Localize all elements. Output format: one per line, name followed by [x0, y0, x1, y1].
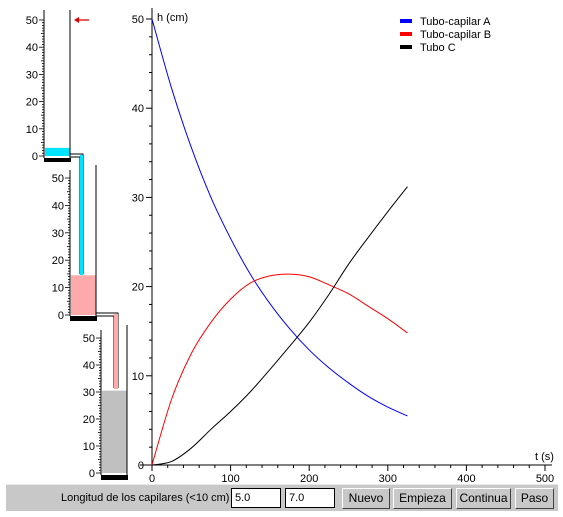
y-tick-label: 10 — [132, 371, 144, 383]
y-axis-label: h (cm) — [157, 12, 188, 24]
legend-label: Tubo C — [420, 42, 456, 54]
scale-label: 20 — [52, 255, 64, 267]
empieza-button[interactable]: Empieza — [393, 488, 452, 509]
simulation-canvas: 0 10 20 30 40 50 0 10 20 30 40 50 0 10 20 30 40 50 0 10 2… — [26, 8, 554, 484]
legend-swatch — [400, 19, 412, 23]
scale-label: 20 — [26, 97, 38, 109]
scale-label: 0 — [32, 151, 38, 163]
x-tick-label: 0 — [149, 473, 155, 484]
scale-label: 30 — [26, 69, 38, 81]
y-tick-label: 40 — [132, 103, 144, 115]
tube-c-base — [101, 475, 128, 480]
scale-label: 40 — [83, 360, 95, 372]
scale-label: 10 — [26, 124, 38, 136]
scale-label: 0 — [89, 468, 95, 480]
legend-label: Tubo-capilar B — [420, 29, 491, 41]
scale-label: 50 — [52, 173, 64, 185]
capillary-b-c-liquid — [114, 314, 118, 389]
scale-label: 10 — [52, 283, 64, 295]
scale-label: 40 — [26, 42, 38, 54]
y-tick-label: 20 — [132, 282, 144, 294]
tube-c-scale: 0 10 20 30 40 50 — [83, 333, 101, 480]
capillary-length-b-input[interactable] — [285, 488, 335, 508]
scale-label: 0 — [58, 310, 64, 322]
y-tick-label: 30 — [132, 192, 144, 204]
y-tick-label: 50 — [132, 14, 144, 26]
capillary-length-label: Longitud de los capilares (<10 cm) — [61, 492, 230, 504]
tube-a-scale: 0 10 20 30 40 50 — [26, 15, 44, 163]
series-line-3 — [151, 186, 408, 466]
y-tick-label: 0 — [138, 460, 144, 472]
tube-b-liquid — [71, 275, 96, 315]
x-axis-label: t (s) — [535, 451, 554, 463]
scale-label: 40 — [52, 200, 64, 212]
tube-a-base — [44, 158, 71, 162]
chart-series — [151, 18, 408, 466]
legend-swatch — [400, 45, 412, 49]
tube-c-liquid — [102, 390, 127, 473]
tube-a-liquid — [45, 147, 70, 156]
control-bar: Longitud de los capilares (<10 cm) Nuevo… — [6, 484, 558, 511]
scale-label: 50 — [83, 333, 95, 345]
x-tick-label: 500 — [536, 473, 554, 484]
capillary-b-c-inner — [96, 315, 115, 388]
capillary-length-a-input[interactable] — [231, 488, 281, 508]
tube-a: 0 10 20 30 40 50 — [26, 10, 89, 163]
scale-label: 20 — [83, 414, 95, 426]
tube-c: 0 10 20 30 40 50 — [83, 325, 128, 480]
level-arrow-icon — [74, 17, 89, 23]
series-line-2 — [151, 273, 408, 466]
scale-label: 30 — [83, 387, 95, 399]
capillary-a-b-inner — [70, 156, 81, 274]
x-tick-label: 200 — [300, 473, 318, 484]
capillary-a-b-liquid — [80, 155, 83, 275]
scale-label: 30 — [52, 228, 64, 240]
tubes-panel: 0 10 20 30 40 50 0 10 20 30 40 50 0 10 20 30 40 50 — [26, 10, 128, 480]
paso-button[interactable]: Paso — [515, 488, 554, 509]
continua-button[interactable]: Continua — [456, 488, 511, 509]
x-tick-label: 100 — [221, 473, 239, 484]
tube-b-scale: 0 10 20 30 40 50 — [52, 173, 70, 322]
nuevo-button[interactable]: Nuevo — [342, 488, 390, 509]
x-tick-label: 300 — [379, 473, 397, 484]
x-tick-label: 400 — [457, 473, 475, 484]
tube-b: 0 10 20 30 40 50 — [52, 165, 97, 322]
series-line-1 — [151, 18, 408, 417]
scale-label: 10 — [83, 441, 95, 453]
tube-b-base — [70, 316, 97, 321]
legend-swatch — [400, 32, 412, 36]
scale-label: 50 — [26, 15, 38, 27]
legend-label: Tubo-capilar A — [420, 16, 491, 28]
